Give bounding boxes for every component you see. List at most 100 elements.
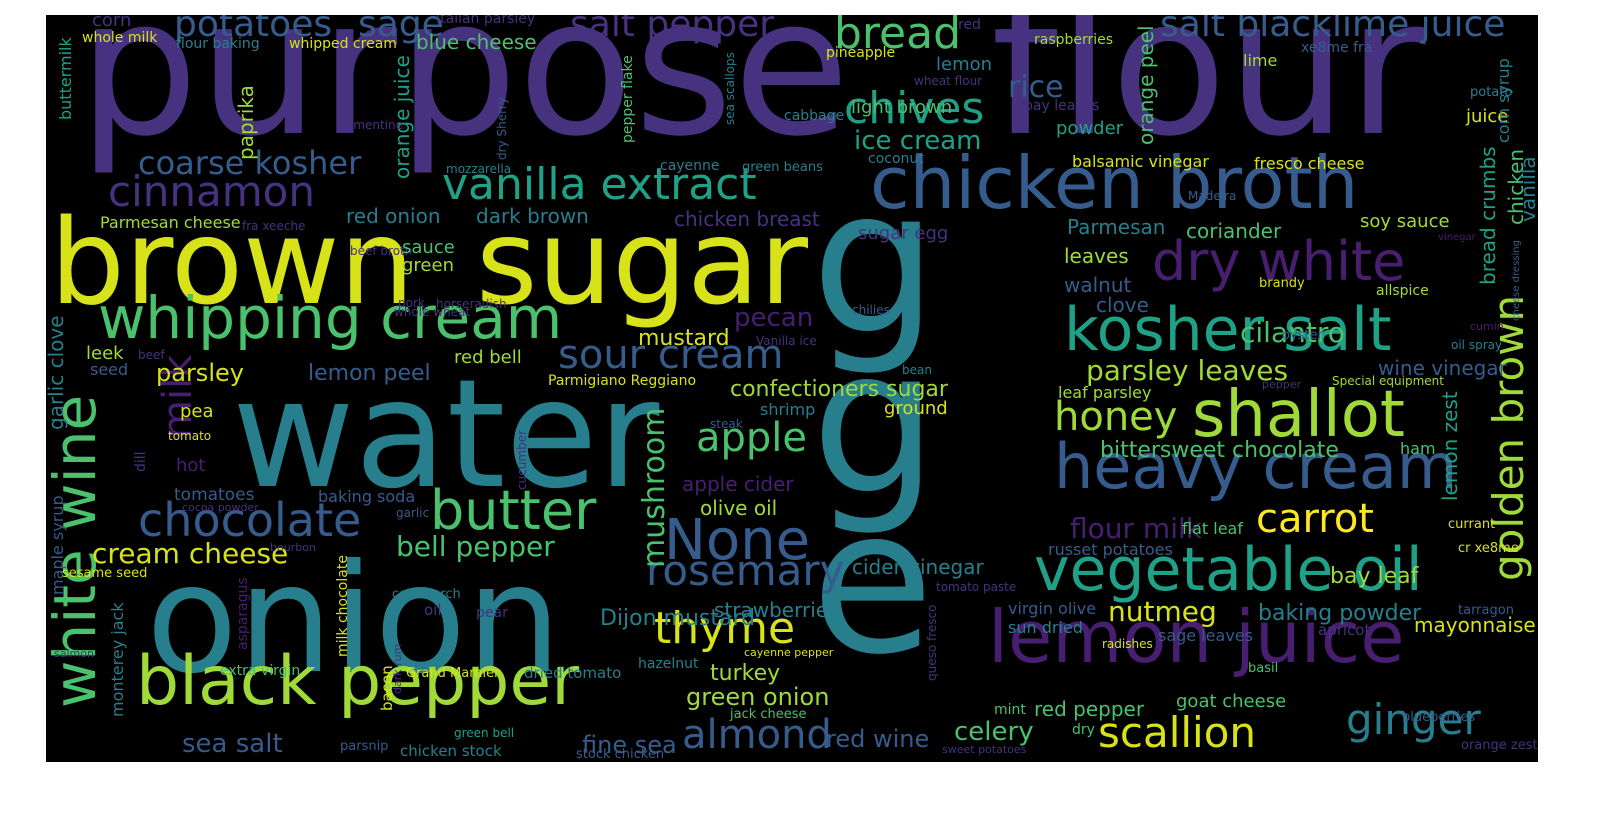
word-cloud-word: confectioners sugar — [730, 377, 948, 402]
word-cloud-word: allspice — [1376, 283, 1429, 299]
word-cloud-word: lemon zest — [1438, 391, 1462, 501]
word-cloud-canvas: purpose flour brown sugar water onion g g e chick… — [46, 15, 1538, 762]
word-cloud-word: Vanilla ice — [756, 334, 817, 348]
word-cloud-word: purpose — [78, 15, 850, 178]
word-cloud-word: fresco cheese — [1254, 154, 1365, 173]
word-cloud-word: kosher salt — [1064, 295, 1392, 365]
word-cloud-word: sea salt — [182, 729, 283, 759]
word-cloud-word: bread — [834, 15, 962, 59]
word-cloud-word: sun dried — [1008, 618, 1083, 637]
word-cloud-word: honey — [1054, 394, 1178, 440]
word-cloud-word: mayonnaise — [1414, 613, 1536, 637]
word-cloud-word: cucumber — [515, 429, 529, 490]
word-cloud-word: strawberries — [714, 598, 839, 622]
word-cloud-word: ginger — [1346, 695, 1481, 744]
word-cloud-word: coarse kosher — [138, 144, 362, 182]
word-cloud-word: dill — [133, 451, 149, 472]
word-cloud-word: sage leaves — [1158, 626, 1253, 645]
word-cloud-word: celery — [954, 717, 1034, 747]
word-cloud-word: queso fresco — [925, 604, 939, 681]
word-cloud-word: baking soda — [318, 487, 416, 506]
word-cloud-word: cinnamon — [108, 167, 315, 216]
word-cloud-word: horseradish — [436, 297, 507, 311]
word-cloud-word: vanilla extract — [442, 159, 757, 210]
word-cloud-word: g — [811, 146, 938, 379]
word-cloud-word: milk chocolate — [335, 555, 351, 657]
word-cloud-word: apricot — [1318, 621, 1371, 639]
word-cloud-word: olive oil — [700, 496, 778, 520]
word-cloud-word: sugar egg — [858, 223, 949, 244]
word-cloud-word: brown — [50, 193, 415, 331]
word-cloud-word: chicken breast — [674, 207, 820, 231]
word-cloud-word: cabbage — [784, 108, 845, 124]
word-cloud-word: hot — [176, 455, 206, 476]
word-cloud-word: Parmesan cheese — [100, 213, 241, 232]
word-cloud-word: tomato paste — [936, 580, 1017, 594]
word-cloud-word: lemon — [936, 54, 993, 75]
word-cloud-word: red bell — [454, 347, 522, 368]
word-cloud-word: ice cream — [854, 126, 982, 156]
word-cloud-word: vinegar — [1438, 232, 1476, 243]
word-cloud-word: pepper flake — [620, 55, 636, 143]
word-cloud-word: e — [811, 466, 935, 699]
word-cloud-word: paprika — [234, 85, 258, 160]
word-cloud-word: salmon — [54, 647, 94, 660]
word-cloud-word: apple — [696, 415, 808, 461]
word-cloud-word: corn syrup — [1494, 58, 1513, 143]
word-cloud-word: bread crumbs — [1476, 146, 1500, 285]
word-cloud-word: sage — [358, 15, 444, 45]
word-cloud-word: oil spray — [1451, 338, 1503, 352]
word-cloud-word: radishes — [1102, 637, 1153, 651]
word-cloud-word: cr xe8me — [1458, 541, 1519, 556]
word-cloud-word: fra xeeche — [242, 219, 306, 233]
word-cloud-word: red onion — [346, 204, 441, 228]
word-cloud-word: leaf parsley — [1058, 383, 1152, 402]
word-cloud-word: chicken stock — [400, 742, 502, 760]
word-cloud-word: pear — [476, 605, 508, 621]
word-cloud-word: flour milk — [1070, 512, 1202, 545]
word-cloud-word: oil — [424, 601, 442, 619]
word-cloud-word: turkey — [710, 661, 781, 686]
word-cloud-word: potatoes — [174, 15, 333, 45]
word-cloud-word: flour baking — [176, 36, 260, 52]
word-cloud-word: asparagus — [235, 577, 251, 650]
word-cloud-word: seed — [90, 360, 129, 379]
word-cloud-word: pineapple — [826, 45, 896, 61]
word-cloud-word: tomato — [168, 429, 212, 443]
word-cloud-word: chocolate — [138, 493, 362, 547]
word-cloud-word: soy sauce — [1360, 211, 1450, 232]
word-cloud-word: currant — [1448, 517, 1496, 532]
word-cloud-word: light brown — [851, 97, 953, 118]
word-cloud-word: cilantro — [1240, 316, 1345, 349]
word-cloud-word: beef broth — [350, 244, 413, 258]
word-cloud-word: wheat flour — [914, 74, 983, 88]
word-cloud-word: buttermilk — [56, 37, 75, 120]
word-cloud-word: dark brown — [476, 204, 589, 228]
word-cloud-word: virgin olive — [1008, 599, 1097, 618]
word-cloud-word: heavy cream — [1054, 430, 1458, 503]
word-cloud-word: almond — [682, 712, 832, 758]
word-cloud-word: beef — [138, 348, 165, 362]
word-cloud-word: xe8me fra — [1301, 40, 1373, 56]
word-cloud-word: flat leaf — [1182, 519, 1243, 538]
word-cloud-word: Parmigiano Reggiano — [548, 373, 697, 389]
word-cloud-word: baking powder — [1258, 601, 1422, 626]
word-cloud-word: walnut — [1064, 273, 1132, 297]
word-cloud-word: Parmesan — [1067, 215, 1166, 239]
word-cloud-word: dry white — [1152, 230, 1406, 293]
word-cloud-word: flour — [991, 15, 1426, 178]
word-cloud-word: cayenne pepper — [744, 646, 834, 659]
word-cloud-word: sour cream — [558, 332, 784, 378]
word-cloud-word: salt black — [1160, 15, 1332, 45]
word-cloud-word: cheese dressing — [1511, 240, 1522, 321]
word-cloud-word: bittersweet chocolate — [1100, 438, 1339, 463]
word-cloud-word: green — [402, 255, 454, 276]
word-cloud-word: sugar — [476, 193, 808, 331]
word-cloud-word: brandy — [1259, 276, 1305, 291]
word-cloud-word: corn — [92, 15, 132, 31]
word-cloud-word: coconut — [868, 151, 924, 167]
word-cloud-word: apple cider — [682, 472, 794, 496]
word-cloud-word: lemon juice — [988, 595, 1405, 679]
word-cloud-word: bourbon — [270, 541, 316, 554]
word-cloud-word: lime juice — [1332, 15, 1506, 45]
